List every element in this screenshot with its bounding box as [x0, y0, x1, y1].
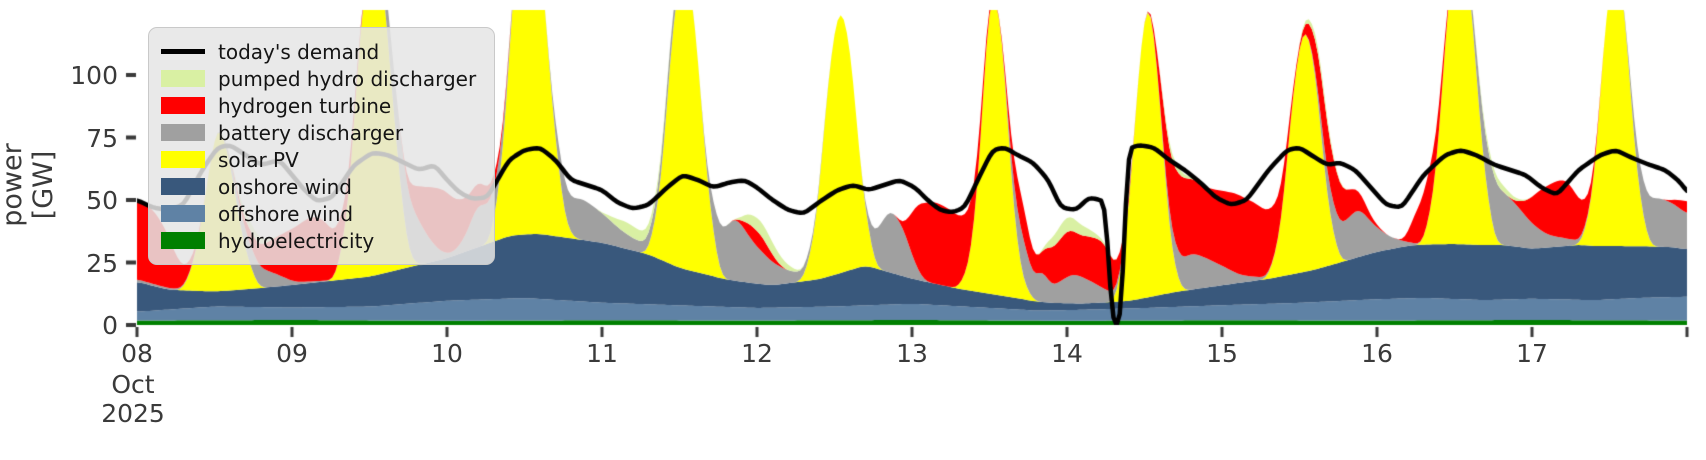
- legend-label: hydroelectricity: [218, 228, 375, 253]
- y-tick-label-100: 100: [70, 61, 118, 90]
- legend-patch-swatch: [161, 151, 205, 168]
- legend-item-pumped-hydro-discharger: pumped hydro discharger: [161, 65, 476, 92]
- legend-label: solar PV: [218, 147, 299, 172]
- legend-label: today's demand: [218, 39, 380, 64]
- x-tick-label-11: 11: [586, 339, 618, 368]
- x-tick-label-15: 15: [1206, 339, 1238, 368]
- legend-label: onshore wind: [218, 174, 352, 199]
- legend-patch-swatch: [161, 70, 205, 87]
- x-tick-label-17: 17: [1516, 339, 1548, 368]
- x-tick-label-16: 16: [1361, 339, 1393, 368]
- legend-line-swatch: [161, 49, 205, 54]
- chart-legend: today's demand pumped hydro discharger hyd…: [148, 27, 496, 265]
- legend-item-offshore-wind: offshore wind: [161, 200, 476, 227]
- x-tick-label-12: 12: [741, 339, 773, 368]
- legend-patch-swatch: [161, 232, 205, 249]
- x-tick-label-09: 09: [276, 339, 308, 368]
- y-tick-label-50: 50: [86, 186, 118, 215]
- legend-label: offshore wind: [218, 201, 354, 226]
- legend-item-hydrogen-turbine: hydrogen turbine: [161, 92, 476, 119]
- legend-patch-swatch: [161, 97, 205, 114]
- x-tick-label-14: 14: [1051, 339, 1083, 368]
- legend-label: hydrogen turbine: [218, 93, 392, 118]
- legend-item-battery-discharger: battery discharger: [161, 119, 476, 146]
- x-tick-label-10: 10: [431, 339, 463, 368]
- x-tick-label-13: 13: [896, 339, 928, 368]
- x-axis-month-label: Oct: [111, 370, 155, 399]
- x-tick-label-08: 08: [121, 339, 153, 368]
- legend-item-today-s-demand: today's demand: [161, 38, 476, 65]
- legend-patch-swatch: [161, 178, 205, 195]
- y-tick-label-75: 75: [86, 123, 118, 153]
- x-axis-year-label: 2025: [101, 399, 165, 428]
- y-tick-label-25: 25: [86, 248, 118, 278]
- legend-item-solar-pv: solar PV: [161, 146, 476, 173]
- legend-label: pumped hydro discharger: [218, 66, 477, 91]
- legend-label: battery discharger: [218, 120, 404, 145]
- legend-item-hydroelectricity: hydroelectricity: [161, 227, 476, 254]
- legend-patch-swatch: [161, 124, 205, 141]
- y-tick-label-0: 0: [102, 311, 118, 340]
- legend-patch-swatch: [161, 205, 205, 222]
- legend-item-onshore-wind: onshore wind: [161, 173, 476, 200]
